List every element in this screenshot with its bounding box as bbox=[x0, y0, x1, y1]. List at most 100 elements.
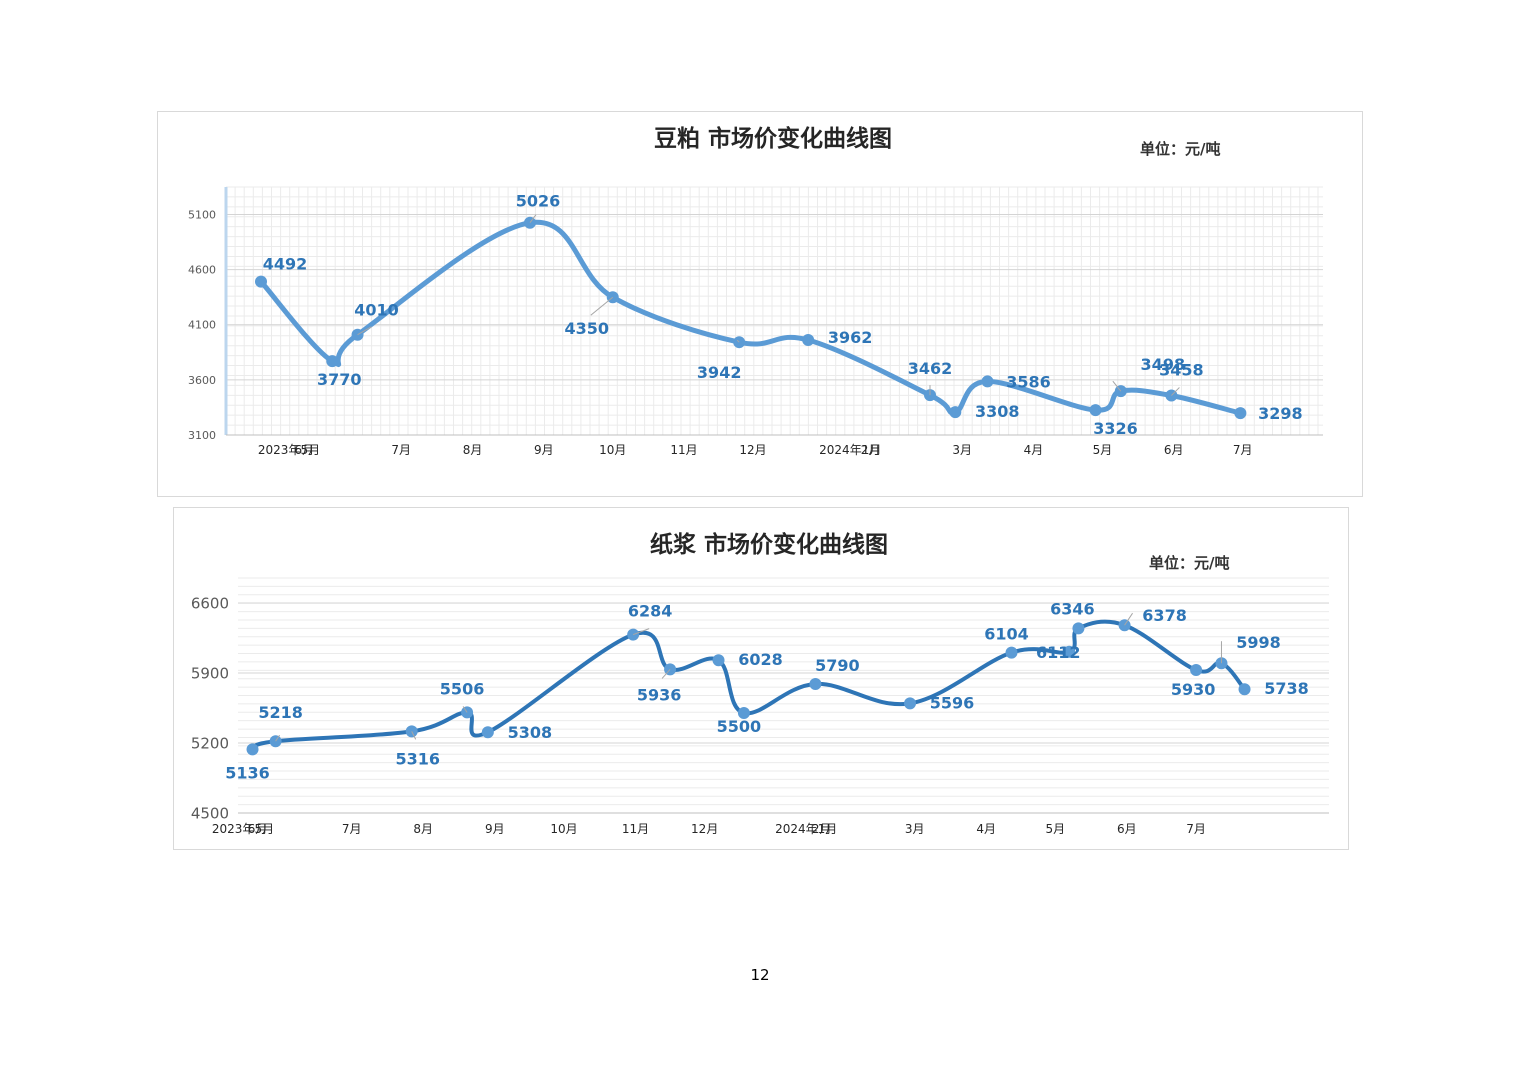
pulp-data-point bbox=[246, 743, 259, 756]
pulp-grid bbox=[238, 577, 1329, 814]
pulp-data-point bbox=[712, 654, 725, 667]
pulp-x-tick-label: 2月 bbox=[812, 822, 832, 836]
soy-data-point bbox=[326, 355, 339, 368]
soy-x-tick-label: 2月 bbox=[861, 443, 881, 457]
soybean-meal-chart-svg: 豆粕 市场价变化曲线图 单位：元/吨 3100 3600 4100 4600 5100 202… bbox=[188, 125, 1323, 457]
pulp-data-label: 5218 bbox=[258, 703, 303, 722]
pulp-y-tick-label: 5200 bbox=[191, 734, 229, 752]
pulp-data-label: 5316 bbox=[395, 749, 440, 768]
pulp-leader-line bbox=[633, 628, 650, 636]
soy-y-tick-label: 3100 bbox=[188, 429, 216, 442]
soy-data-label: 3308 bbox=[975, 402, 1020, 421]
soy-data-label: 3770 bbox=[317, 370, 362, 389]
soy-x-tick-label: 7月 bbox=[1233, 443, 1253, 457]
soy-x-tick-label: 5月 bbox=[1093, 443, 1113, 457]
soy-data-label: 3298 bbox=[1258, 404, 1303, 423]
pulp-data-label: 5930 bbox=[1171, 680, 1216, 699]
pulp-x-tick-label: 12月 bbox=[691, 822, 718, 836]
pulp-data-label: 6028 bbox=[738, 650, 783, 669]
pulp-x-tick-label: 2023年5月 bbox=[212, 822, 274, 836]
soy-data-point bbox=[802, 333, 815, 346]
pulp-data-label: 5936 bbox=[637, 685, 682, 704]
soy-leader-line bbox=[590, 296, 614, 316]
pulp-data-point bbox=[269, 735, 282, 748]
pulp-data-label: 5506 bbox=[440, 679, 485, 698]
pulp-x-tick-label: 5月 bbox=[1046, 822, 1066, 836]
page-number: 12 bbox=[750, 966, 770, 984]
pulp-data-label: 6112 bbox=[1036, 643, 1081, 662]
soy-series-line bbox=[258, 219, 1243, 416]
pulp-data-label: 6378 bbox=[1142, 606, 1187, 625]
pulp-x-tick-label: 11月 bbox=[622, 822, 649, 836]
soy-y-tick-label: 3600 bbox=[188, 374, 216, 387]
soy-x-tick-label: 8月 bbox=[463, 443, 483, 457]
pulp-x-tick-label: 3月 bbox=[905, 822, 925, 836]
soy-data-label: 3586 bbox=[1006, 372, 1051, 391]
soy-data-point bbox=[351, 328, 364, 341]
pulp-data-label: 5136 bbox=[225, 763, 270, 782]
soy-data-label: 3462 bbox=[908, 359, 953, 378]
soybean-meal-chart: 豆粕 市场价变化曲线图 单位：元/吨 3100 3600 4100 4600 5100 202… bbox=[157, 111, 1363, 497]
pulp-data-label: 5596 bbox=[930, 693, 975, 712]
soy-x-tick-label: 12月 bbox=[739, 443, 766, 457]
soy-data-label: 5026 bbox=[516, 192, 561, 211]
pulp-unit-label: 单位：元/吨 bbox=[1149, 554, 1229, 572]
pulp-data-point bbox=[461, 706, 474, 719]
pulp-x-tick-label: 6月 bbox=[248, 822, 268, 836]
pulp-data-point bbox=[904, 697, 917, 710]
soy-x-tick-label: 7月 bbox=[391, 443, 411, 457]
soy-data-point bbox=[1234, 407, 1247, 420]
pulp-data-point bbox=[1238, 683, 1251, 696]
pulp-data-point bbox=[1190, 664, 1203, 676]
soy-x-tick-label: 3月 bbox=[952, 443, 972, 457]
soy-x-tick-label: 4月 bbox=[1024, 443, 1044, 457]
soy-x-tick-label: 6月 bbox=[1164, 443, 1184, 457]
pulp-data-point bbox=[1215, 657, 1228, 670]
pulp-data-point bbox=[809, 678, 822, 690]
pulp-data-label: 5308 bbox=[508, 723, 553, 742]
pulp-x-tick-label: 6月 bbox=[1117, 822, 1137, 836]
pulp-data-point bbox=[737, 707, 750, 719]
pulp-data-label: 5790 bbox=[815, 656, 860, 675]
soy-data-point bbox=[1089, 404, 1102, 417]
pulp-data-point bbox=[1072, 622, 1085, 635]
soy-x-tick-label: 9月 bbox=[534, 443, 554, 457]
pulp-x-tick-label: 8月 bbox=[413, 822, 433, 836]
pulp-data-point bbox=[1063, 645, 1076, 658]
soy-leader-line bbox=[529, 214, 537, 224]
soy-y-tick-label: 5100 bbox=[188, 209, 216, 222]
pulp-data-point bbox=[481, 726, 494, 739]
pulp-chart: 纸浆 市场价变化曲线图 单位：元/吨 4500 5200 5900 6600 2023年5月… bbox=[173, 507, 1349, 850]
soy-title: 豆粕 市场价变化曲线图 bbox=[654, 125, 892, 152]
soy-x-tick-label: 6月 bbox=[294, 443, 314, 457]
soy-data-label: 3962 bbox=[828, 328, 873, 347]
soy-x-tick-label: 2023年5月 bbox=[258, 443, 320, 457]
soy-data-label: 4492 bbox=[263, 255, 308, 274]
pulp-x-tick-label: 2024年1月 bbox=[775, 822, 837, 836]
soy-data-label: 3458 bbox=[1159, 361, 1204, 380]
pulp-x-tick-label: 10月 bbox=[550, 822, 577, 836]
soy-unit-label: 单位：元/吨 bbox=[1140, 140, 1220, 158]
pulp-data-label: 6104 bbox=[984, 625, 1029, 644]
soy-y-tick-label: 4100 bbox=[188, 319, 216, 332]
pulp-y-tick-label: 6600 bbox=[191, 594, 229, 612]
soy-data-point bbox=[981, 375, 994, 388]
soy-leader-line bbox=[357, 326, 372, 336]
soy-leader-line bbox=[1112, 380, 1122, 392]
pulp-data-label: 5998 bbox=[1236, 633, 1281, 652]
soy-data-label: 3498 bbox=[1141, 355, 1186, 374]
pulp-data-point bbox=[1118, 619, 1131, 632]
pulp-x-tick-label: 7月 bbox=[342, 822, 362, 836]
soy-x-tick-label: 11月 bbox=[670, 443, 697, 457]
soy-leader-line bbox=[736, 339, 740, 343]
soy-data-label: 4010 bbox=[354, 301, 399, 320]
soy-data-label: 4350 bbox=[564, 319, 609, 338]
pulp-leader-line bbox=[1124, 612, 1133, 626]
pulp-y-tick-label: 4500 bbox=[191, 804, 229, 822]
pulp-data-label: 6346 bbox=[1050, 599, 1095, 618]
soy-data-label: 3942 bbox=[697, 363, 742, 382]
soy-leader-line bbox=[1171, 387, 1180, 396]
pulp-data-label: 6284 bbox=[628, 602, 673, 621]
pulp-leader-line bbox=[275, 734, 281, 742]
soy-x-tick-label: 10月 bbox=[599, 443, 626, 457]
